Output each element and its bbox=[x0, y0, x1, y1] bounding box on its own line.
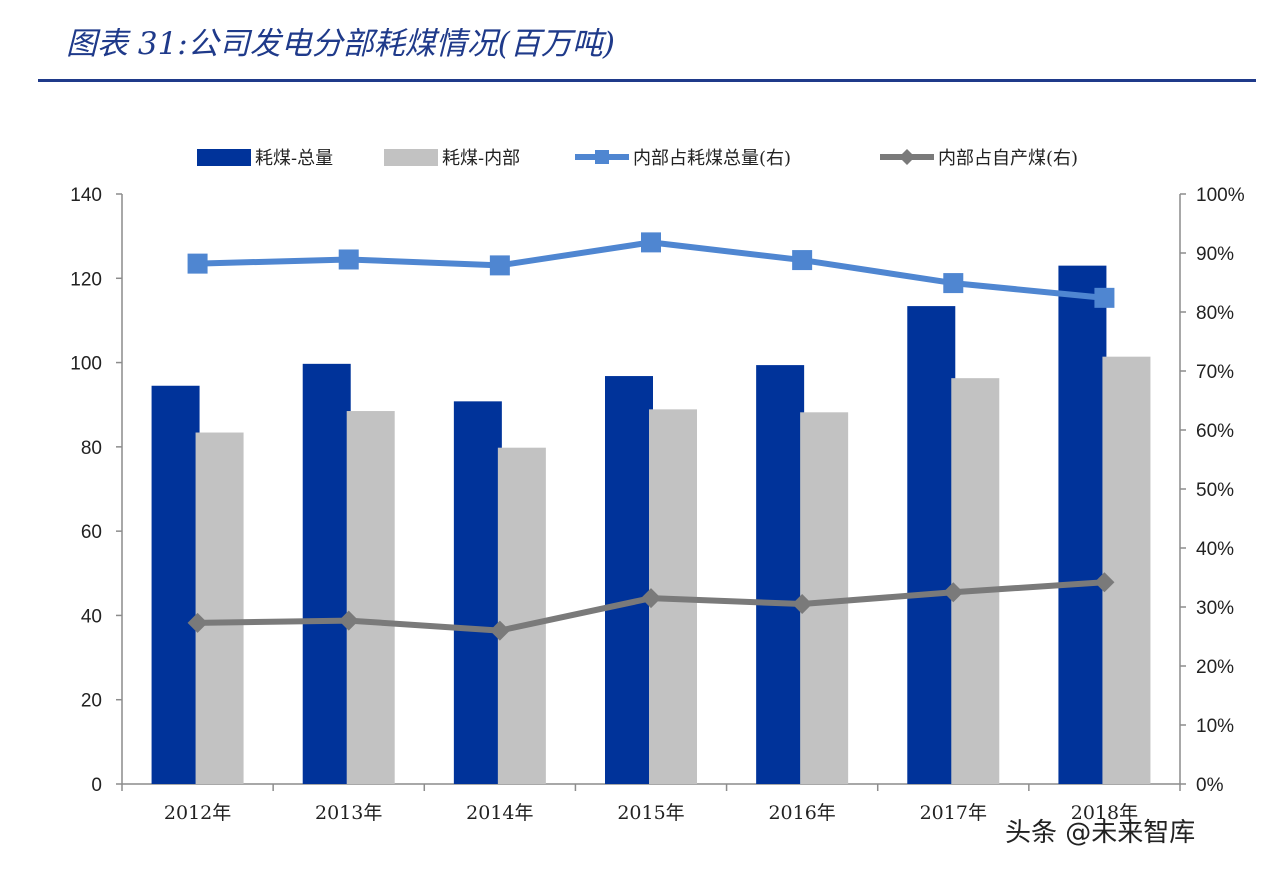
chart-title: 图表 31:公司发电分部耗煤情况(百万吨) bbox=[66, 26, 615, 62]
legend-marker bbox=[899, 149, 915, 165]
point-diamond bbox=[1094, 572, 1115, 593]
right-tick-label: 30% bbox=[1196, 598, 1234, 619]
point-square bbox=[338, 249, 359, 270]
x-tick-label: 2012年 bbox=[164, 802, 231, 824]
legend-swatch bbox=[197, 149, 251, 166]
point-diamond bbox=[792, 594, 813, 615]
x-tick-label: 2015年 bbox=[617, 802, 684, 824]
point-diamond bbox=[338, 610, 359, 631]
legend-label: 内部占耗煤总量(右) bbox=[633, 148, 791, 169]
left-tick-label: 20 bbox=[81, 691, 102, 712]
bar-internal bbox=[195, 432, 244, 784]
right-tick-label: 70% bbox=[1196, 362, 1234, 383]
point-square bbox=[489, 255, 510, 276]
right-tick-label: 90% bbox=[1196, 244, 1234, 265]
legend-swatch bbox=[384, 149, 438, 166]
point-square bbox=[187, 253, 208, 274]
point-square bbox=[1094, 287, 1115, 308]
x-tick-label: 2014年 bbox=[466, 802, 533, 824]
right-tick-label: 40% bbox=[1196, 539, 1234, 560]
left-tick-label: 80 bbox=[81, 438, 102, 459]
bar-total bbox=[302, 363, 351, 784]
legend-label: 耗煤-内部 bbox=[442, 148, 520, 169]
point-diamond bbox=[641, 588, 661, 609]
right-tick-label: 50% bbox=[1196, 480, 1234, 501]
bar-internal bbox=[346, 411, 395, 784]
left-tick-label: 40 bbox=[81, 606, 102, 627]
bar-internal bbox=[497, 447, 546, 784]
bar-total bbox=[605, 376, 653, 784]
point-diamond bbox=[489, 620, 510, 641]
bar-total bbox=[151, 385, 200, 784]
left-tick-label: 120 bbox=[70, 269, 102, 290]
point-square bbox=[641, 232, 661, 253]
right-tick-label: 0% bbox=[1196, 775, 1224, 796]
right-tick-label: 20% bbox=[1196, 657, 1234, 678]
right-tick-label: 100% bbox=[1196, 185, 1245, 206]
left-tick-label: 60 bbox=[81, 522, 102, 543]
title-divider bbox=[38, 79, 1256, 82]
bar-internal bbox=[1102, 356, 1151, 784]
point-square bbox=[943, 273, 964, 294]
left-tick-label: 100 bbox=[70, 354, 102, 375]
left-tick-label: 0 bbox=[91, 775, 102, 796]
legend-label: 耗煤-总量 bbox=[255, 148, 333, 169]
x-tick-label: 2013年 bbox=[315, 802, 382, 824]
x-tick-label: 2016年 bbox=[768, 802, 835, 824]
point-diamond bbox=[187, 612, 208, 633]
x-tick-label: 2017年 bbox=[920, 802, 987, 824]
bar-total bbox=[756, 365, 805, 784]
right-tick-label: 10% bbox=[1196, 716, 1234, 737]
point-diamond bbox=[943, 582, 964, 603]
bar-total bbox=[453, 401, 502, 784]
right-tick-label: 80% bbox=[1196, 303, 1234, 324]
left-tick-label: 140 bbox=[70, 185, 102, 206]
bar-total bbox=[1058, 265, 1107, 785]
bar-total bbox=[907, 306, 956, 784]
legend-label: 内部占自产煤(右) bbox=[938, 148, 1078, 169]
watermark: 头条 @未来智库 bbox=[1005, 818, 1196, 848]
legend-marker bbox=[595, 150, 609, 164]
right-tick-label: 60% bbox=[1196, 421, 1234, 442]
bar-internal bbox=[951, 378, 1000, 784]
point-square bbox=[792, 250, 813, 271]
x-tick-label: 2018年 bbox=[1071, 802, 1138, 824]
